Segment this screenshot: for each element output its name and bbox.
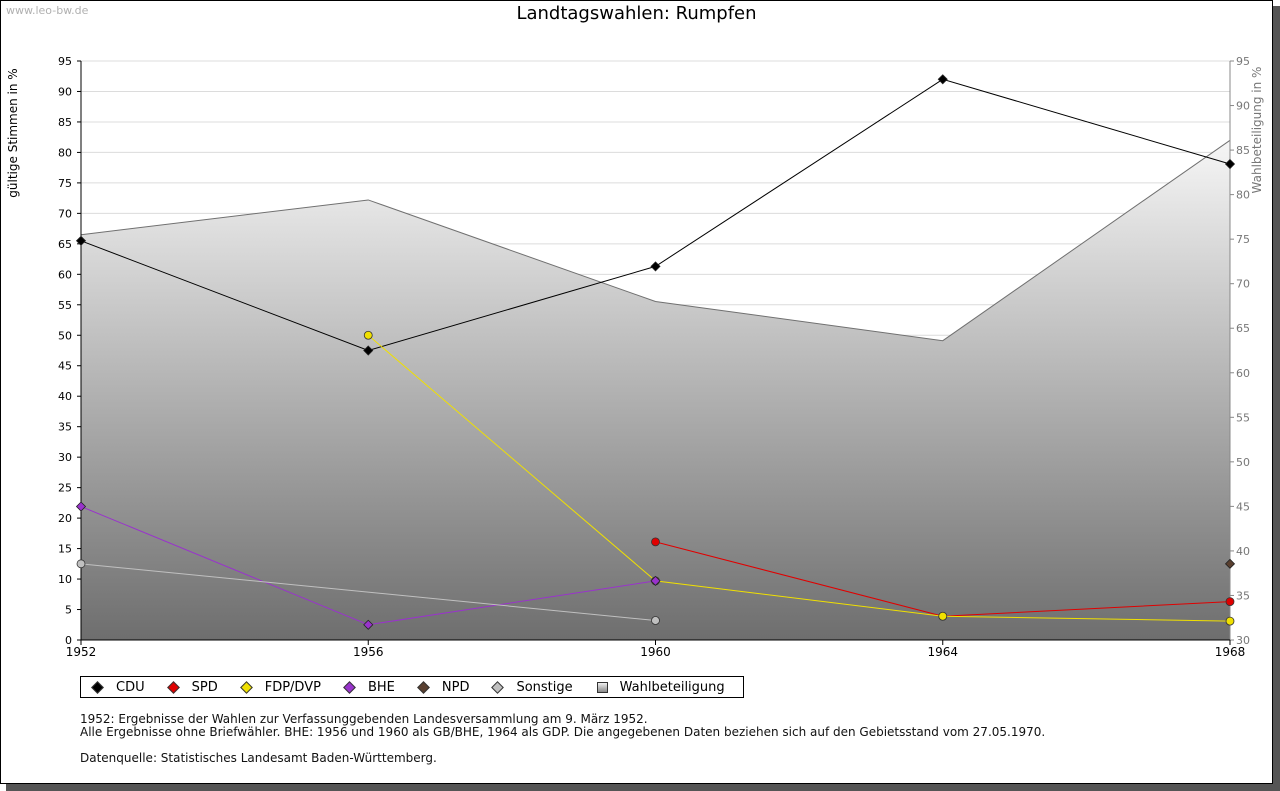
xtick-label-1968: 1968 [1215,645,1246,659]
ytick-label-right-55: 55 [1236,411,1250,424]
legend-marker-sonstige [491,680,505,694]
ytick-label-left-40: 40 [58,390,72,403]
ytick-label-left-80: 80 [58,146,72,159]
legend-label-cdu: CDU [116,679,145,695]
ytick-label-left-90: 90 [58,85,72,98]
legend-item-bhe: BHE [343,680,395,695]
xtick-label-1956: 1956 [353,645,384,659]
ytick-label-left-25: 25 [58,482,72,495]
ytick-label-left-70: 70 [58,207,72,220]
ytick-label-left-5: 5 [65,604,72,617]
ytick-label-right-45: 45 [1236,500,1250,513]
turnout-area [81,140,1230,641]
legend-label-wahlbeteiligung: Wahlbeteiligung [619,679,725,695]
ytick-label-right-50: 50 [1236,456,1250,469]
note-line-1: 1952: Ergebnisse der Wahlen zur Verfassu… [80,712,648,726]
point-bhe-1956 [363,619,374,630]
ytick-label-left-95: 95 [58,55,72,68]
legend-label-spd: SPD [191,679,218,695]
point-cdu-1964 [937,74,948,85]
chart-title: Landtagswahlen: Rumpfen [516,3,757,24]
xtick-label-1952: 1952 [66,645,97,659]
ytick-label-left-35: 35 [58,421,72,434]
ytick-label-left-10: 10 [58,573,72,586]
ytick-label-left-45: 45 [58,360,72,373]
ytick-label-left-55: 55 [58,299,72,312]
turnout-line [80,139,1231,342]
series-line-sonstige [80,563,656,621]
point-cdu-1968 [1224,158,1236,170]
ytick-label-left-85: 85 [58,116,72,129]
point-npd-1968 [1224,558,1236,569]
legend-item-cdu: CDU [91,680,145,695]
legend-marker-fdp [239,680,253,694]
frame-shadow-right [1273,6,1280,791]
point-fdpdvp-1956 [363,330,373,340]
y-axis-title-right: Wahlbeteiligung in % [1250,67,1264,194]
ytick-label-right-35: 35 [1236,589,1250,602]
point-bhe-1960 [650,575,661,586]
legend-marker-bhe [343,680,356,694]
point-fdpdvp-1964 [938,611,948,621]
legend-marker-npd [417,680,430,694]
legend-label-sonstige: Sonstige [516,679,573,695]
ytick-label-left-60: 60 [58,268,72,281]
ytick-label-left-30: 30 [58,451,72,464]
ytick-label-right-70: 70 [1236,278,1250,291]
legend-marker-wahlbeteiligung [596,681,608,693]
ytick-label-left-50: 50 [58,329,72,342]
point-spd-1968 [1225,597,1235,607]
legend-item-npd: NPD [417,679,470,695]
series-line-fdpdvp [367,334,1231,622]
ytick-label-right-30: 30 [1236,634,1250,647]
legend-marker-spd [166,680,180,694]
frame-shadow-bottom [6,784,1280,791]
watermark: www.leo-bw.de [6,4,89,17]
ytick-label-right-80: 80 [1236,189,1250,202]
point-bhe-1952 [75,501,87,512]
ytick-label-right-75: 75 [1236,233,1250,246]
note-line-2: Alle Ergebnisse ohne Briefwähler. BHE: 1… [80,725,1046,739]
legend-marker-cdu [91,680,104,694]
legend-item-wahlbeteiligung: Wahlbeteiligung [595,680,725,695]
ytick-label-left-0: 0 [65,634,72,647]
ytick-label-left-20: 20 [58,512,72,525]
legend-label-bhe: BHE [367,679,395,695]
ytick-label-right-85: 85 [1236,144,1250,157]
legend-label-npd: NPD [441,679,470,695]
point-cdu-1952 [75,235,87,246]
point-spd-1960 [651,537,660,547]
legend-label-fdp: FDP/DVP [264,679,321,695]
data-source: Datenquelle: Statistisches Landesamt Bad… [80,751,437,765]
point-sonstige-1960 [651,616,660,625]
ytick-label-left-75: 75 [58,177,72,190]
ytick-label-left-15: 15 [58,543,72,556]
xtick-label-1964: 1964 [927,645,958,659]
ytick-label-left-65: 65 [58,238,72,251]
point-cdu-1960 [650,261,661,272]
ytick-label-right-95: 95 [1236,55,1250,68]
legend-item-fdp: FDP/DVP [239,679,321,695]
legend-item-spd: SPD [166,679,218,695]
ytick-label-right-40: 40 [1236,545,1250,558]
chart-legend: CDU SPD FDP/DVP BHE NPD Sonstige Wahlbet… [80,676,744,698]
point-fdpdvp-1968 [1225,616,1235,626]
ytick-label-right-60: 60 [1236,367,1250,380]
point-cdu-1956 [363,345,374,356]
ytick-label-right-65: 65 [1236,322,1250,335]
xtick-label-1960: 1960 [640,645,671,659]
ytick-label-right-90: 90 [1236,100,1250,113]
legend-item-sonstige: Sonstige [491,679,573,695]
chart-notes: 1952: Ergebnisse der Wahlen zur Verfassu… [80,713,1045,765]
point-sonstige-1952 [76,559,86,569]
y-axis-title-left: gültige Stimmen in % [6,68,20,197]
